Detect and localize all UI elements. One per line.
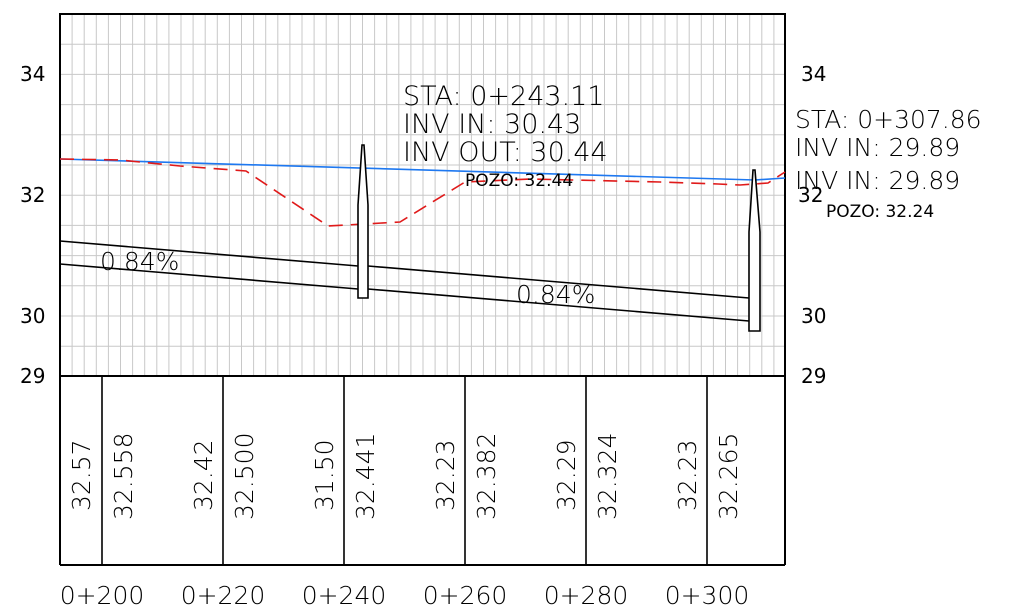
y-tick-left-29: 29 (20, 364, 45, 388)
y-tick-right-29: 29 (801, 364, 826, 388)
manhole2-invert-in-2: INV IN: 29.89 (795, 166, 960, 195)
elevation-existing-0+300: 32.23 (673, 439, 702, 511)
elevation-existing-0+240: 31.50 (310, 439, 339, 511)
y-tick-left-32: 32 (20, 183, 45, 207)
elevation-design-0+260: 32.382 (472, 433, 501, 520)
manhole1-station: STA: 0+243.11 (403, 81, 605, 112)
y-tick-right-30: 30 (801, 304, 826, 328)
elevation-design-0+280: 32.324 (593, 433, 622, 520)
station-label-0+300: 0+300 (665, 581, 750, 610)
y-tick-left-30: 30 (20, 304, 45, 328)
pipe1-crown (59, 240, 359, 267)
manhole1-invert-out: INV OUT: 30.44 (403, 137, 608, 168)
manhole1-rim: POZO: 32.44 (465, 171, 573, 191)
elevation-design-0+220: 32.500 (230, 433, 259, 520)
station-label-0+280: 0+280 (544, 581, 629, 610)
elevation-existing-0+220: 32.42 (189, 439, 218, 511)
station-label-0+240: 0+240 (302, 581, 387, 610)
grid-lines (60, 14, 785, 376)
elevation-table (59, 376, 786, 566)
elevation-design-0+200: 32.558 (109, 433, 138, 520)
pipe2-crown (367, 265, 750, 299)
profile-frame (59, 13, 786, 377)
station-label-0+260: 0+260 (423, 581, 508, 610)
manhole2-station: STA: 0+307.86 (795, 105, 982, 134)
elevation-existing-0+260: 32.23 (431, 439, 460, 511)
pipe2-slope-label: 0.84% (516, 280, 595, 309)
elevation-design-0+240: 32.441 (351, 433, 380, 520)
station-label-0+200: 0+200 (60, 581, 145, 610)
manhole2-invert-in-1: INV IN: 29.89 (795, 133, 960, 162)
elevation-existing-0+200: 32.57 (67, 439, 96, 511)
pipe1-invert (59, 263, 359, 290)
manhole2-shape (748, 169, 761, 332)
elevation-existing-0+280: 32.29 (552, 439, 581, 511)
manhole1-shape (357, 144, 369, 299)
existing-ground-line (59, 158, 786, 227)
manhole1-invert-in: INV IN: 30.43 (403, 109, 581, 140)
pipe1-slope-label: 0.84% (100, 247, 179, 276)
elevation-design-0+300: 32.265 (714, 433, 743, 520)
manhole2-rim: POZO: 32.24 (826, 202, 934, 222)
y-tick-left-34: 34 (20, 62, 45, 86)
pipe2-invert (367, 288, 750, 322)
station-label-0+220: 0+220 (181, 581, 266, 610)
y-tick-right-34: 34 (801, 62, 826, 86)
y-tick-right-32: 32 (798, 183, 823, 207)
